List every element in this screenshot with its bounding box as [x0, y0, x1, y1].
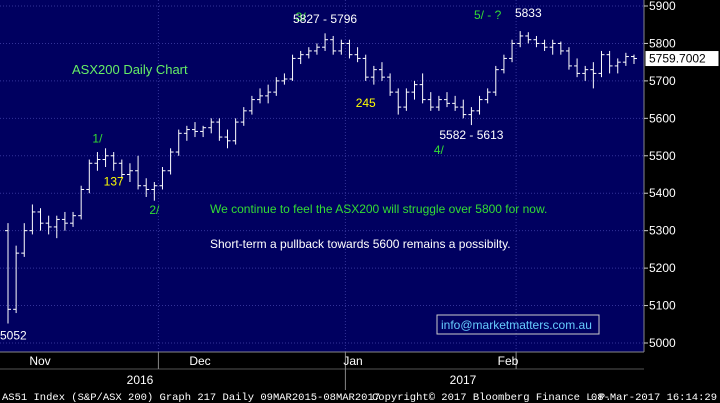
annotation-label: 2/ [149, 203, 160, 217]
y-tick-label: 5800 [649, 36, 676, 50]
footer-left: AS51 Index (S&P/ASX 200) Graph 217 Daily… [2, 392, 380, 403]
annotation-label: 5833 [515, 6, 542, 20]
annotation-label: 245 [356, 96, 376, 110]
y-tick-label: 5400 [649, 186, 676, 200]
plot-area [0, 0, 644, 352]
y-tick-label: 5600 [649, 111, 676, 125]
annotation-label: 3/ [296, 10, 307, 24]
website-label: info@marketmatters.com.au [441, 318, 592, 332]
annotation-label: 137 [104, 175, 124, 189]
y-tick-label: 5100 [649, 299, 676, 313]
y-tick-label: 5300 [649, 224, 676, 238]
x-month-label: Jan [343, 354, 362, 368]
x-year-label: 2016 [127, 373, 154, 387]
y-tick-label: 5000 [649, 336, 676, 350]
footer-timestamp: 08-Mar-2017 16:14:29 [591, 392, 717, 403]
y-tick-label: 5200 [649, 261, 676, 275]
footer-copyright: Copyright© 2017 Bloomberg Finance L.P. [372, 392, 611, 403]
annotation-label: 4/ [434, 143, 445, 157]
last-price-label: 5759.7002 [649, 52, 706, 66]
x-month-label: Dec [189, 354, 210, 368]
commentary-line-1: We continue to feel the ASX200 will stru… [210, 202, 547, 216]
x-axis-panel [0, 352, 720, 403]
x-month-label: Nov [29, 354, 50, 368]
last-price-box [644, 50, 720, 68]
annotation-label: 5582 - 5613 [439, 128, 503, 142]
annotation-label: 5052 [0, 328, 27, 342]
chart-title: ASX200 Daily Chart [72, 62, 188, 77]
website-box [436, 314, 600, 335]
y-tick-label: 5700 [649, 74, 676, 88]
y-tick-label: 5900 [649, 0, 676, 13]
x-year-label: 2017 [450, 373, 477, 387]
commentary-line-2: Short-term a pullback towards 5600 remai… [210, 237, 511, 251]
y-tick-label: 5500 [649, 149, 676, 163]
x-month-label: Feb [498, 354, 519, 368]
annotation-label: 5827 - 5796 [293, 12, 357, 26]
annotation-label: 5/ - ? [474, 8, 502, 22]
annotation-label: 1/ [92, 132, 103, 146]
